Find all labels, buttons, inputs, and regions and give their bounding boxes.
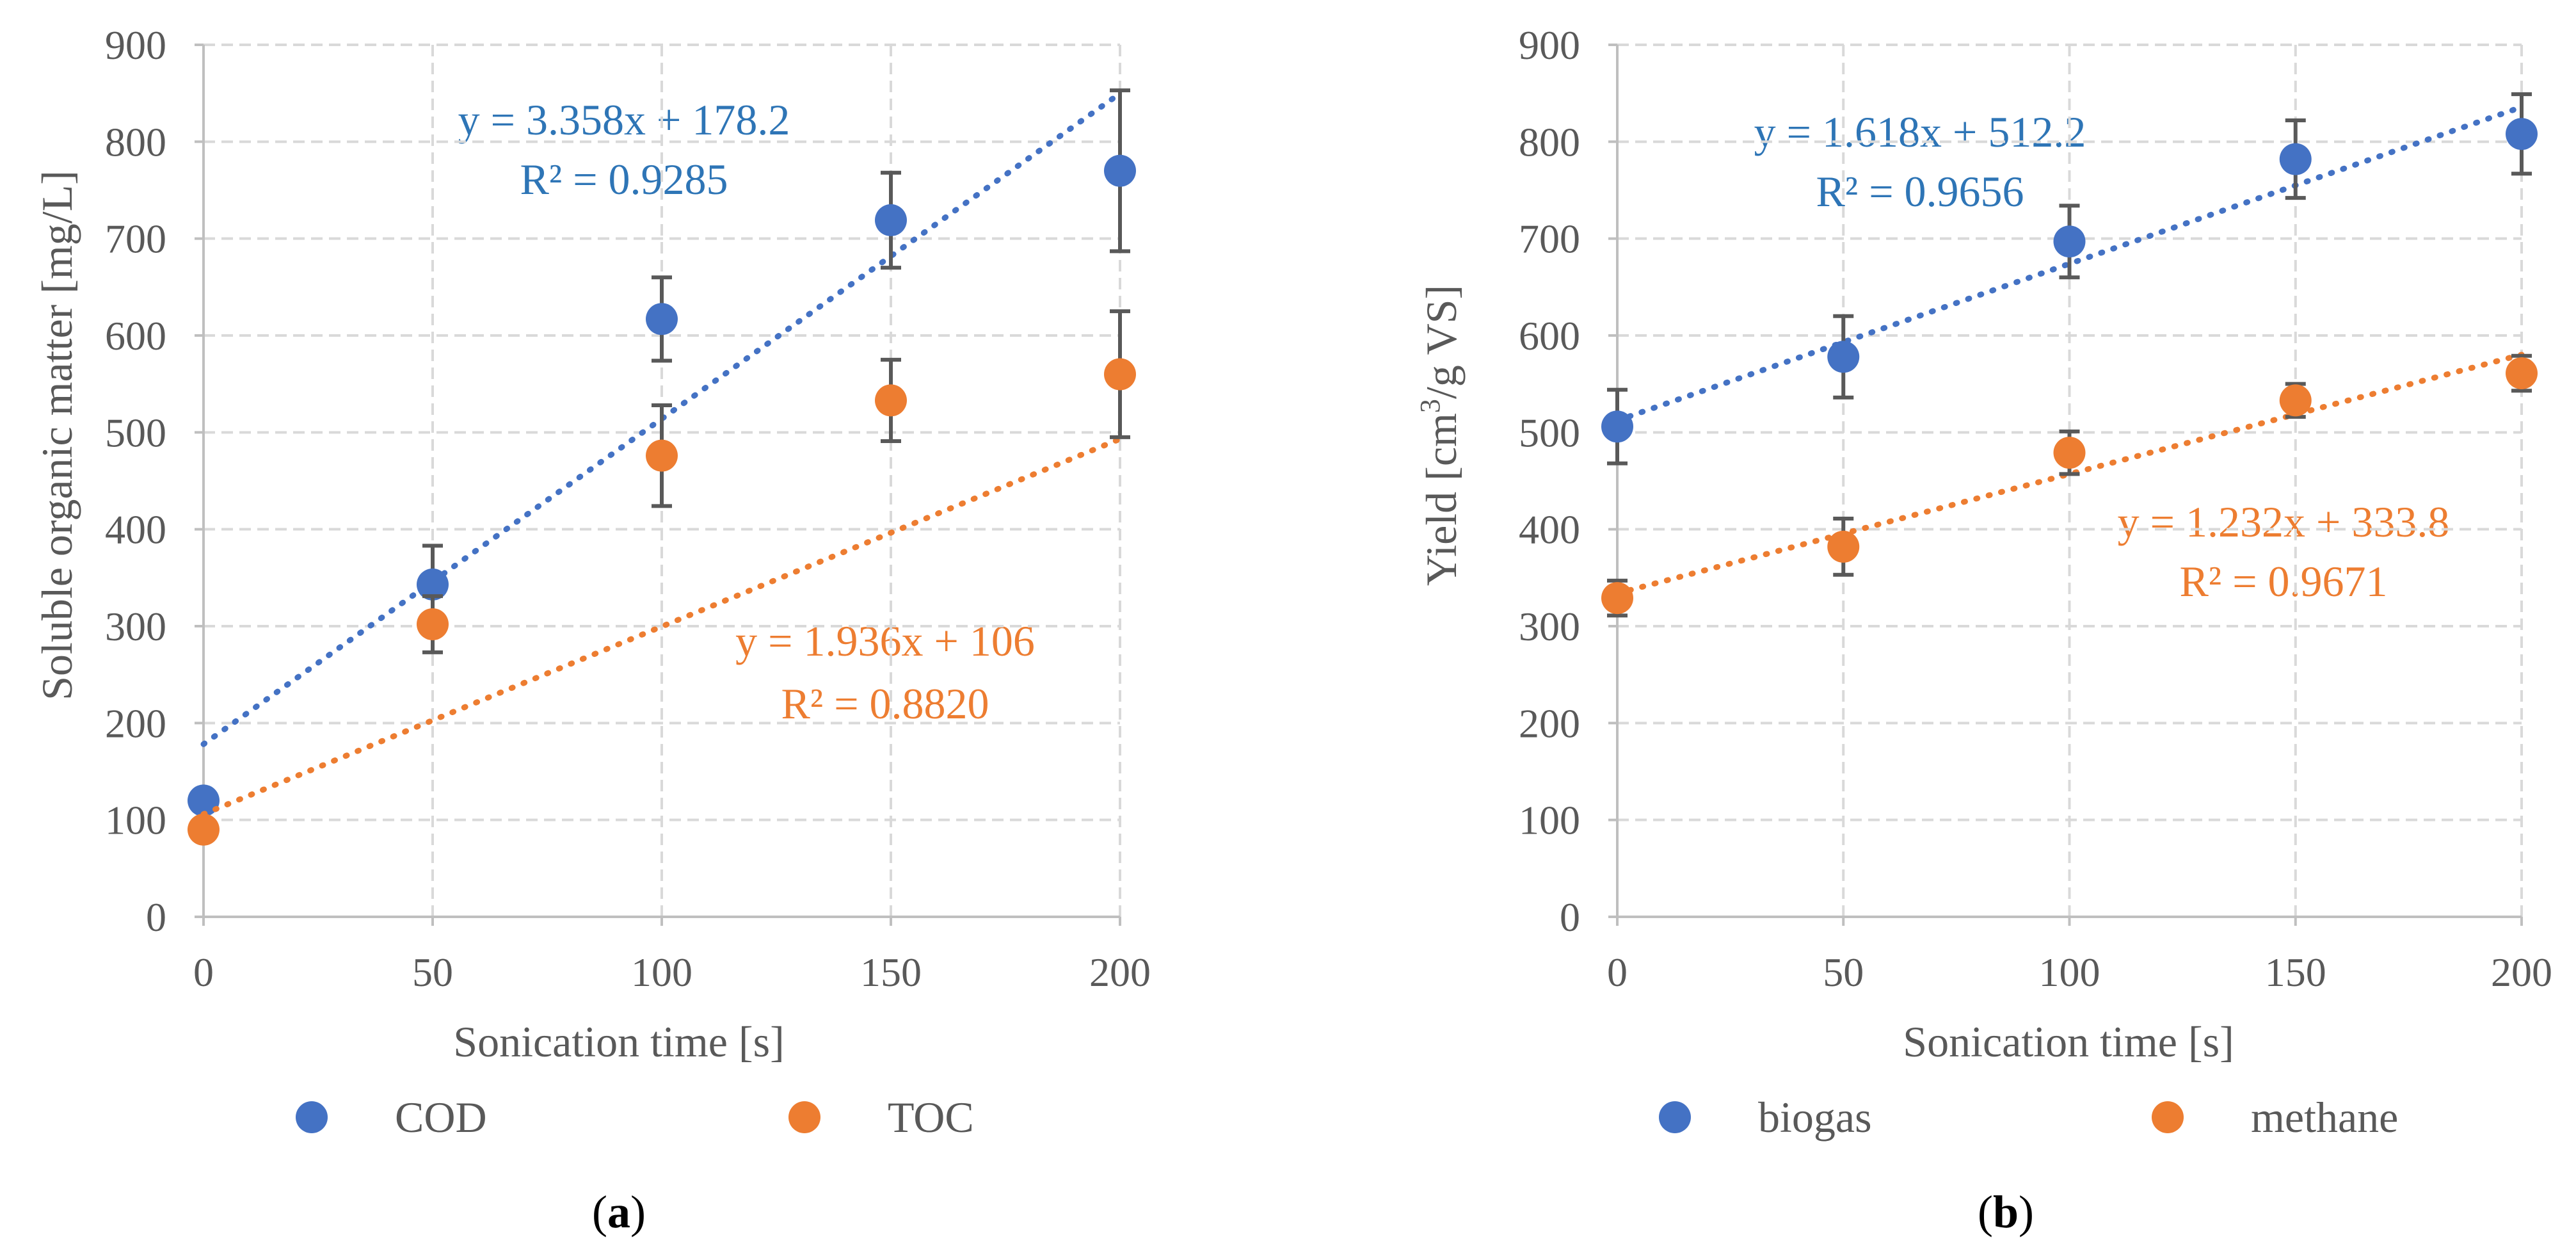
chart-a-ytick-label: 300: [105, 604, 166, 649]
chart-b-methane-point: [2279, 384, 2312, 417]
chart-a-ytick-label: 0: [146, 894, 166, 940]
legend-b-biogas-label: biogas: [1758, 1093, 1872, 1142]
chart-a-ytick-label: 800: [105, 119, 166, 165]
chart-a-xtick-label: 100: [631, 949, 692, 995]
chart-b-ytick-label: 100: [1519, 798, 1580, 843]
chart-b-ytick-label: 800: [1519, 119, 1580, 165]
chart-b-ylabel-sup: 3: [1414, 399, 1446, 413]
chart-a-xlabel: Sonication time [s]: [453, 1017, 784, 1066]
chart-b-methane-point: [2053, 437, 2086, 469]
chart-a-ytick-label: 500: [105, 410, 166, 455]
chart-a-toc-r2: R² = 0.8820: [781, 679, 989, 728]
chart-a-toc-point: [417, 608, 449, 640]
chart-a-xtick-label: 50: [412, 949, 453, 995]
chart-a-plot-area: 0 100 200 300 400 500 600 700 800 900 0 50 100 150 200: [105, 22, 1151, 995]
chart-b-xtick-label: 50: [1823, 949, 1864, 995]
chart-b-xtick-label: 200: [2491, 949, 2552, 995]
chart-a-cod-point: [875, 204, 907, 236]
chart-b-biogas-point: [1827, 341, 1860, 373]
chart-a-toc-trendline: [200, 436, 1123, 818]
chart-a-ytick-label: 900: [105, 22, 166, 68]
chart-a-xtick-label: 0: [193, 949, 214, 995]
chart-a-toc-equation: y = 1.936x + 106: [735, 617, 1035, 665]
chart-a-ytick-label: 700: [105, 216, 166, 262]
chart-b-xlabel: Sonication time [s]: [1903, 1017, 2234, 1066]
chart-b-biogas-trendline: [1614, 104, 2525, 424]
chart-b-ytick-label: 700: [1519, 216, 1580, 262]
chart-a-ytick-label: 400: [105, 507, 166, 553]
chart-b-biogas-point: [2506, 118, 2538, 150]
panel-letter-a: a: [607, 1186, 630, 1238]
chart-b-ylabel: Yield [cm3/g VS]: [1414, 285, 1466, 586]
chart-a-xtick-label: 150: [860, 949, 922, 995]
chart-b-plot-area: 0 100 200 300 400 500 600 700 800 900 0 50 100 150 200: [1519, 22, 2552, 995]
chart-b-biogas-equation: y = 1.618x + 512.2: [1754, 108, 2086, 156]
legend-a-toc-label: TOC: [888, 1093, 974, 1142]
chart-b-ytick-label: 500: [1519, 410, 1580, 455]
legend-b-methane-marker: [2152, 1101, 2184, 1133]
chart-b-xtick-label: 100: [2039, 949, 2100, 995]
legend-b-biogas-marker: [1659, 1101, 1691, 1133]
chart-b-biogas-r2: R² = 0.9656: [1816, 167, 2024, 216]
chart-a-cod-point: [188, 784, 220, 817]
legend-a-cod-label: COD: [395, 1093, 487, 1142]
panel-label-b: (b): [1978, 1186, 2034, 1238]
chart-a-cod-point: [1104, 154, 1136, 187]
chart-a-toc-point: [1104, 358, 1136, 391]
legend-a-toc-marker: [788, 1101, 820, 1133]
chart-a-ytick-label: 100: [105, 798, 166, 843]
chart-b-ytick-label: 900: [1519, 22, 1580, 68]
chart-b-methane-trendline: [1614, 351, 2525, 597]
chart-a-cod-equation: y = 3.358x + 178.2: [458, 95, 790, 144]
chart-b-biogas-point: [2279, 143, 2312, 175]
legend-a-cod-marker: [296, 1101, 328, 1133]
chart-b-ytick-label: 400: [1519, 507, 1580, 553]
chart-b-biogas-point: [1601, 410, 1633, 443]
chart-b-ytick-label: 600: [1519, 313, 1580, 359]
chart-a-ytick-label: 200: [105, 700, 166, 746]
chart-b-ytick-label: 200: [1519, 700, 1580, 746]
chart-a-cod-r2: R² = 0.9285: [520, 155, 728, 204]
chart-b-ylabel-prefix: Yield [cm: [1417, 413, 1466, 586]
panel-letter-b: b: [1993, 1186, 2019, 1238]
chart-a-toc-point: [646, 439, 678, 472]
chart-b-methane-point: [2506, 357, 2538, 390]
chart-b-ytick-label: 300: [1519, 604, 1580, 649]
legend-b-methane-label: methane: [2251, 1093, 2398, 1142]
chart-b-methane-r2: R² = 0.9671: [2179, 557, 2387, 606]
chart-a-toc-point: [188, 813, 220, 846]
chart-a-xtick-label: 200: [1089, 949, 1151, 995]
chart-a-cod-point: [417, 568, 449, 601]
chart-b-biogas-point: [2053, 225, 2086, 258]
chart-b-ytick-label: 0: [1560, 894, 1580, 940]
chart-b-methane-point: [1827, 530, 1860, 563]
chart-b-ylabel-suffix: /g VS]: [1417, 285, 1466, 399]
chart-a-cod-point: [646, 303, 678, 335]
chart-b-xtick-label: 150: [2265, 949, 2326, 995]
chart-b-methane-point: [1601, 582, 1633, 615]
chart-b-methane-equation: y = 1.232x + 333.8: [2118, 497, 2450, 546]
panel-label-a: (a): [592, 1186, 646, 1238]
chart-b-xtick-label: 0: [1607, 949, 1628, 995]
chart-a-ylabel: Soluble organic matter [mg/L]: [33, 170, 81, 700]
chart-a-toc-point: [875, 384, 907, 417]
chart-a-ytick-label: 600: [105, 313, 166, 359]
